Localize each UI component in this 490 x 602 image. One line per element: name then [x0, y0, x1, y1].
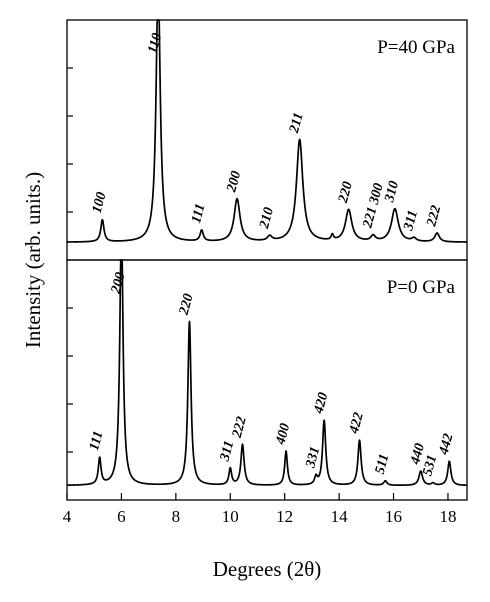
peak-label-311: 311 [217, 439, 237, 463]
panel-label-bottom: P=0 GPa [387, 277, 456, 298]
x-tick-label: 12 [276, 507, 293, 526]
x-tick-label: 8 [172, 507, 181, 526]
peak-label-400: 400 [273, 422, 293, 447]
peak-label-440: 440 [408, 442, 428, 467]
x-tick-label: 10 [222, 507, 239, 526]
y-axis-title: Intensity (arb. units.) [21, 172, 45, 348]
peak-label-111: 111 [87, 429, 107, 452]
peak-label-200: 200 [109, 271, 129, 296]
x-tick-label: 4 [63, 507, 72, 526]
peak-label-222: 222 [424, 204, 444, 229]
peak-label-211: 211 [287, 111, 307, 135]
x-tick-label: 18 [439, 507, 456, 526]
peak-label-311: 311 [401, 209, 421, 233]
x-tick-label: 16 [385, 507, 402, 526]
x-axis-title: Degrees (2θ) [213, 557, 322, 581]
panel-label-top: P=40 GPa [377, 37, 455, 58]
peak-label-100: 100 [90, 191, 110, 215]
x-tick-label: 6 [117, 507, 126, 526]
peak-label-511: 511 [373, 452, 393, 475]
peak-label-531: 531 [420, 453, 440, 477]
peak-label-222: 222 [230, 415, 250, 440]
peak-label-331: 331 [303, 445, 323, 470]
peak-label-422: 422 [347, 411, 367, 436]
trace-p40 [66, 19, 468, 243]
peak-label-420: 420 [311, 391, 331, 416]
x-axis-ticks: 4 6 8 10 12 14 16 18 [63, 493, 456, 526]
bottom-panel-frame [66, 259, 468, 501]
peak-label-220: 220 [177, 292, 197, 317]
trace-p0 [66, 259, 468, 487]
peak-label-200: 200 [224, 170, 244, 195]
peak-label-221-300: 221 300 [360, 182, 387, 231]
peak-label-442: 442 [436, 432, 456, 457]
y-axis-ticks [67, 67, 73, 453]
peak-label-110: 110 [146, 32, 166, 55]
peak-label-111: 111 [189, 202, 209, 225]
x-tick-label: 14 [331, 507, 349, 526]
peak-label-310: 310 [382, 180, 402, 205]
peak-label-220: 220 [336, 180, 356, 205]
peak-label-210: 210 [257, 206, 277, 231]
